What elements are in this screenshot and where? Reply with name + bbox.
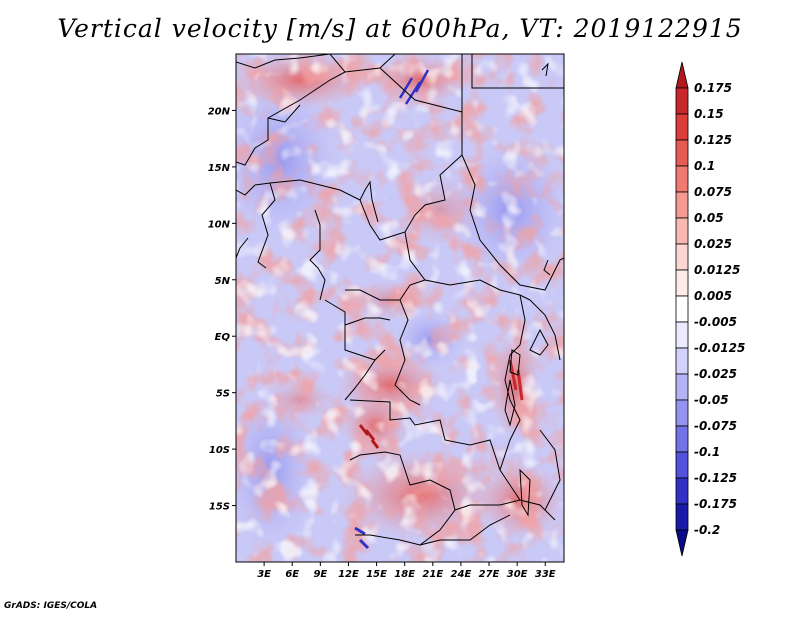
colorbar-label: 0.025 xyxy=(694,237,732,251)
lat-tick-label: 10N xyxy=(208,219,231,230)
lon-tick-label: 24E xyxy=(451,569,472,580)
lon-tick-label: 30E xyxy=(507,569,528,580)
colorbar-swatch xyxy=(675,451,689,479)
colorbar-swatch xyxy=(675,347,689,375)
colorbar-label: 0.05 xyxy=(694,211,724,225)
grads-credit: GrADS: IGES/COLA xyxy=(4,601,98,611)
colorbar-swatch xyxy=(675,191,689,219)
colorbar-swatch xyxy=(675,139,689,167)
colorbar-label: 0.175 xyxy=(694,81,732,95)
lat-tick-label: 5S xyxy=(216,389,230,400)
colorbar-swatch xyxy=(675,61,689,89)
colorbar-label: 0.005 xyxy=(694,289,732,303)
colorbar-label: -0.005 xyxy=(694,315,737,329)
map-frame xyxy=(235,53,565,563)
lat-tick-label: 15S xyxy=(209,502,230,513)
colorbar-swatch xyxy=(675,87,689,115)
lat-tick-label: 20N xyxy=(208,106,231,117)
colorbar-label: -0.025 xyxy=(694,367,737,381)
colorbar-label: -0.125 xyxy=(694,471,737,485)
colorbar-swatch xyxy=(675,113,689,141)
lon-tick-label: 3E xyxy=(257,569,271,580)
colorbar-label: 0.1 xyxy=(694,159,715,173)
colorbar-swatch xyxy=(675,529,689,557)
lat-tick-label: 15N xyxy=(208,163,231,174)
lon-tick-label: 33E xyxy=(535,569,556,580)
country-borders xyxy=(236,54,564,546)
longitude-axis: 3E 6E 9E 12E 15E 18E 21E 24E 27E 30E 33E xyxy=(257,562,556,580)
lon-tick-label: 18E xyxy=(394,569,415,580)
colorbar-label: -0.175 xyxy=(694,497,737,511)
colorbar-label: -0.0125 xyxy=(694,341,745,355)
colorbar-label: 0.125 xyxy=(694,133,732,147)
lon-tick-label: 6E xyxy=(285,569,299,580)
colorbar-label: -0.075 xyxy=(694,419,737,433)
lon-tick-label: 12E xyxy=(338,569,359,580)
colorbar-swatch xyxy=(675,399,689,427)
lon-tick-label: 9E xyxy=(313,569,327,580)
colorbar-label: -0.1 xyxy=(694,445,720,459)
velocity-field xyxy=(236,54,564,562)
colorbar-swatch xyxy=(675,295,689,323)
colorbar-label: 0.075 xyxy=(694,185,732,199)
colorbar-swatch xyxy=(675,165,689,193)
colorbar-swatch xyxy=(675,217,689,245)
colorbar-swatch xyxy=(675,243,689,271)
colorbar-label: -0.2 xyxy=(694,523,720,537)
lon-tick-label: 21E xyxy=(422,569,443,580)
colorbar-swatch xyxy=(675,269,689,297)
lon-tick-label: 27E xyxy=(479,569,500,580)
lat-tick-label: 5N xyxy=(215,276,231,287)
chart-title: Vertical velocity [m/s] at 600hPa, VT: 2… xyxy=(57,14,743,43)
colorbar: 0.175 0.15 0.125 0.1 0.075 0.05 0.025 0.0125 0.0… xyxy=(675,61,745,557)
colorbar-label: 0.15 xyxy=(694,107,724,121)
colorbar-label: 0.0125 xyxy=(694,263,740,277)
lon-tick-label: 15E xyxy=(366,569,387,580)
colorbar-swatch xyxy=(675,503,689,531)
colorbar-swatch xyxy=(675,477,689,505)
colorbar-swatch xyxy=(675,425,689,453)
lat-tick-label: 10S xyxy=(209,445,230,456)
colorbar-swatch xyxy=(675,321,689,349)
colorbar-label: -0.05 xyxy=(694,393,729,407)
colorbar-swatch xyxy=(675,373,689,401)
latitude-axis: 20N 15N 10N 5N EQ 5S 10S 15S xyxy=(208,106,236,513)
lat-tick-label: EQ xyxy=(215,332,231,343)
